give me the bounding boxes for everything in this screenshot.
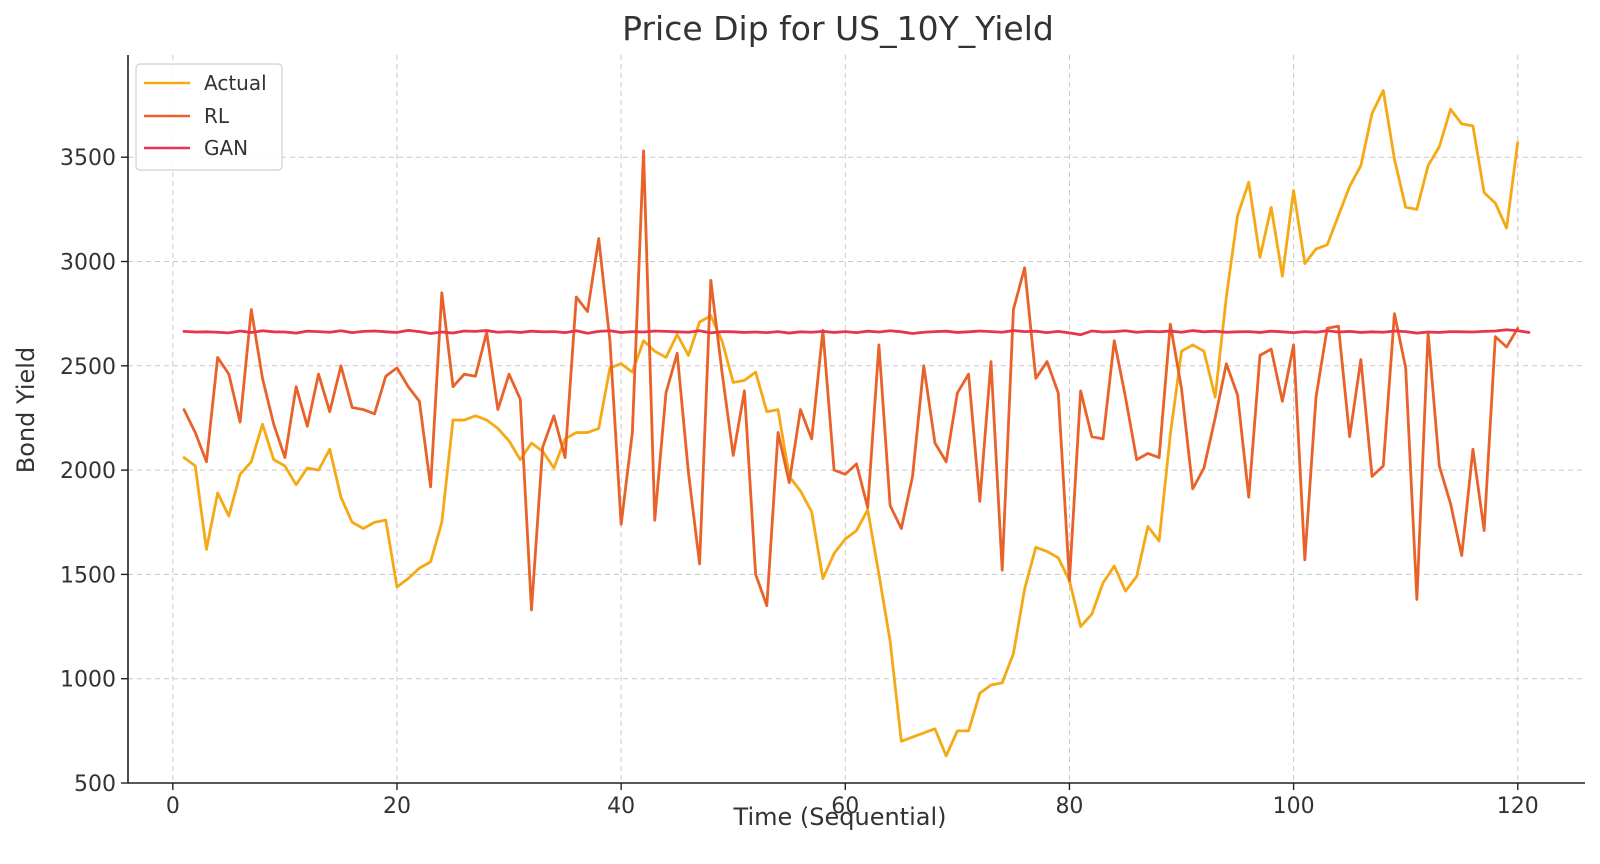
legend-box	[135, 63, 283, 171]
grid-lines	[128, 55, 1585, 784]
x-axis-label: Time (Sequential)	[733, 803, 947, 831]
x-tick-label: 20	[383, 794, 411, 819]
y-tick-label: 2000	[60, 459, 116, 484]
x-tick-label: 0	[166, 794, 180, 819]
y-tick-label: 3500	[60, 146, 116, 171]
y-axis-label: Bond Yield	[12, 347, 40, 473]
y-tick-label: 3000	[60, 251, 116, 276]
tick-labels: 0 20 40 60 80 100 120 500 1000 1500 2000 2500 3000 35…	[60, 146, 1539, 819]
series-line-gan	[182, 328, 1531, 337]
axes	[121, 55, 1585, 790]
chart-title: Price Dip for US_10Y_Yield	[622, 9, 1054, 48]
y-tick-label: 1500	[60, 563, 116, 588]
legend: Actual RL GAN	[135, 63, 283, 171]
legend-label-actual: Actual	[204, 71, 267, 95]
x-tick-label: 80	[1055, 794, 1083, 819]
y-tick-label: 500	[74, 772, 116, 797]
x-tick-label: 40	[607, 794, 635, 819]
series-line-rl	[182, 149, 1520, 612]
legend-label-gan: GAN	[204, 136, 248, 160]
series-line-actual	[182, 89, 1520, 758]
x-tick-label: 120	[1497, 794, 1539, 819]
y-tick-label: 2500	[60, 355, 116, 380]
x-tick-label: 100	[1273, 794, 1315, 819]
series-layer	[182, 89, 1531, 758]
x-tick-label: 60	[831, 794, 859, 819]
y-tick-label: 1000	[60, 668, 116, 693]
legend-label-rl: RL	[204, 104, 230, 128]
